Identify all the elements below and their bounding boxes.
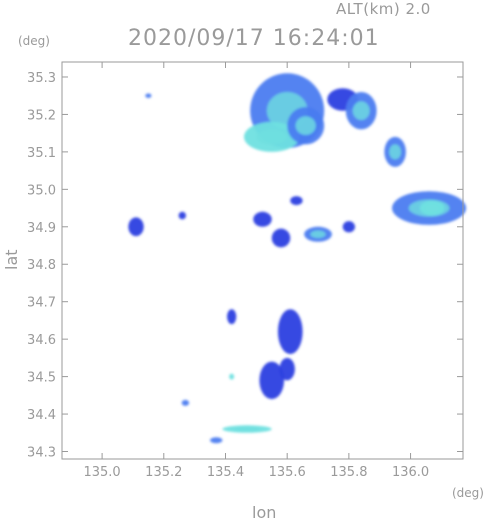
echo-core (352, 101, 370, 121)
x-tick-label: 136.0 (392, 465, 429, 480)
y-tick-label: 35.1 (27, 146, 56, 161)
y-tick-label: 34.3 (27, 446, 56, 461)
x-axis-label: lon (252, 503, 277, 522)
altitude-label: ALT(km) 2.0 (336, 0, 431, 18)
echo-cell (259, 361, 285, 400)
echo-cell (277, 309, 303, 355)
echo-layer (128, 73, 467, 444)
echo-cell (210, 437, 223, 444)
x-axis-unit: (deg) (452, 486, 484, 500)
echo-cell (227, 309, 237, 325)
x-tick-label: 135.2 (145, 465, 182, 480)
y-tick-label: 34.8 (27, 258, 56, 273)
echo-cell (178, 211, 187, 220)
x-tick-label: 135.6 (269, 465, 306, 480)
echo-cell (128, 217, 144, 237)
echo-cell (271, 228, 291, 248)
echo-cell (145, 93, 152, 98)
echo-cell (290, 196, 303, 206)
echo-core (425, 204, 439, 212)
echo-core (389, 144, 402, 160)
y-tick-label: 34.6 (27, 333, 56, 348)
x-tick-label: 135.8 (330, 465, 367, 480)
y-tick-label: 35.0 (27, 183, 56, 198)
echo-cell (229, 373, 235, 380)
y-tick-label: 34.5 (27, 371, 56, 386)
y-tick-label: 35.2 (27, 108, 56, 123)
echo-cell (342, 221, 356, 233)
echo-core (256, 129, 288, 145)
echo-cell (253, 211, 272, 227)
echo-cell (181, 399, 190, 406)
echo-cell (279, 357, 295, 381)
y-tick-label: 34.7 (27, 296, 56, 311)
y-tick-label: 35.3 (27, 71, 56, 86)
chart-title: 2020/09/17 16:24:01 (128, 26, 380, 51)
echo-core (310, 230, 326, 239)
y-axis-unit: (deg) (18, 34, 50, 48)
tick-layer: 135.0 135.2 135.4 135.6 135.8 136.0 34.3 34.4 34… (27, 62, 463, 480)
plot-frame (61, 61, 464, 460)
echo-core (233, 427, 261, 431)
y-tick-label: 34.4 (27, 408, 56, 423)
x-tick-label: 135.4 (207, 465, 244, 480)
y-tick-label: 34.9 (27, 221, 56, 236)
x-tick-label: 135.0 (83, 465, 120, 480)
echo-core (295, 116, 316, 136)
